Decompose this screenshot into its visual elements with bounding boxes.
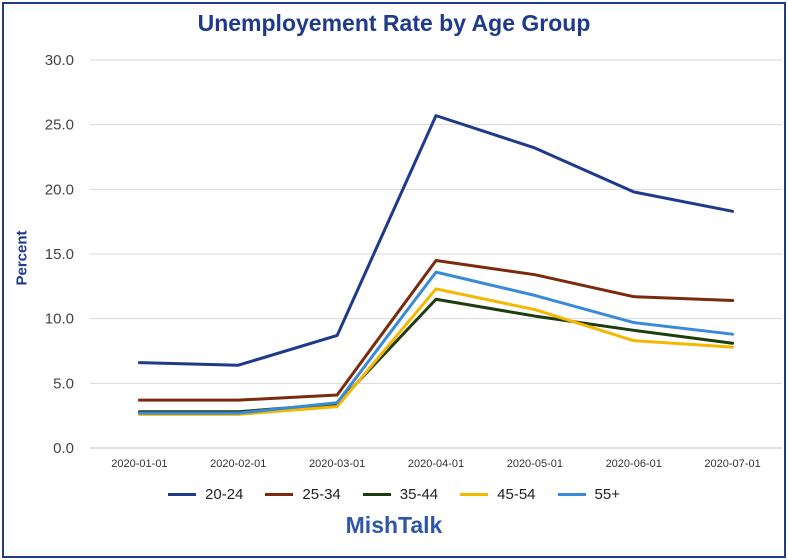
y-tick-label: 0.0	[53, 440, 74, 457]
x-tick-label: 2020-02-01	[210, 458, 266, 470]
y-tick-label: 5.0	[53, 375, 74, 392]
chart-title: Unemployement Rate by Age Group	[197, 10, 591, 36]
grid-lines	[90, 59, 782, 384]
series-lines	[137, 114, 735, 416]
y-tick-label: 10.0	[45, 311, 74, 328]
x-tick-label: 2020-03-01	[309, 458, 365, 470]
mishtalk-watermark: MishTalk	[345, 512, 443, 538]
y-tick-label: 25.0	[45, 117, 74, 134]
legend-swatch	[362, 493, 391, 496]
legend-swatch	[265, 493, 294, 496]
legend-label: 20-24	[205, 486, 244, 503]
x-tick-label: 2020-06-01	[606, 458, 662, 470]
x-tick-label: 2020-05-01	[507, 458, 563, 470]
series-line-20-24	[137, 114, 735, 367]
legend-item: 25-34	[265, 486, 341, 503]
x-tick-labels: 2020-01-01 2020-02-01 2020-03-01 2020-04-01…	[111, 458, 760, 470]
x-tick-label: 2020-01-01	[111, 458, 167, 470]
series-line-35-44	[137, 297, 735, 414]
legend-label: 55+	[594, 486, 620, 503]
legend-item: 55+	[557, 486, 620, 503]
legend-label: 45-54	[497, 486, 536, 503]
legend-item: 35-44	[362, 486, 439, 503]
legend-swatch	[557, 493, 586, 496]
y-tick-label: 15.0	[45, 246, 74, 263]
y-tick-labels: 0.0 5.0 10.0 15.0 20.0 25.0 30.0	[45, 52, 74, 457]
series-line-55+	[137, 270, 735, 415]
legend-item: 20-24	[168, 486, 243, 503]
legend: 20-24 25-34 35-44 45-54 55+	[0, 486, 788, 503]
legend-label: 25-34	[302, 486, 341, 503]
legend-swatch	[168, 493, 197, 496]
series-line-45-54	[137, 287, 735, 416]
y-tick-label: 20.0	[45, 181, 74, 198]
legend-item: 45-54	[460, 486, 536, 503]
y-tick-label: 30.0	[45, 52, 74, 69]
series-line-25-34	[137, 258, 735, 402]
x-tick-label: 2020-04-01	[408, 458, 464, 470]
legend-swatch	[460, 493, 489, 496]
legend-label: 35-44	[399, 486, 439, 503]
x-tick-label: 2020-07-01	[704, 458, 760, 470]
